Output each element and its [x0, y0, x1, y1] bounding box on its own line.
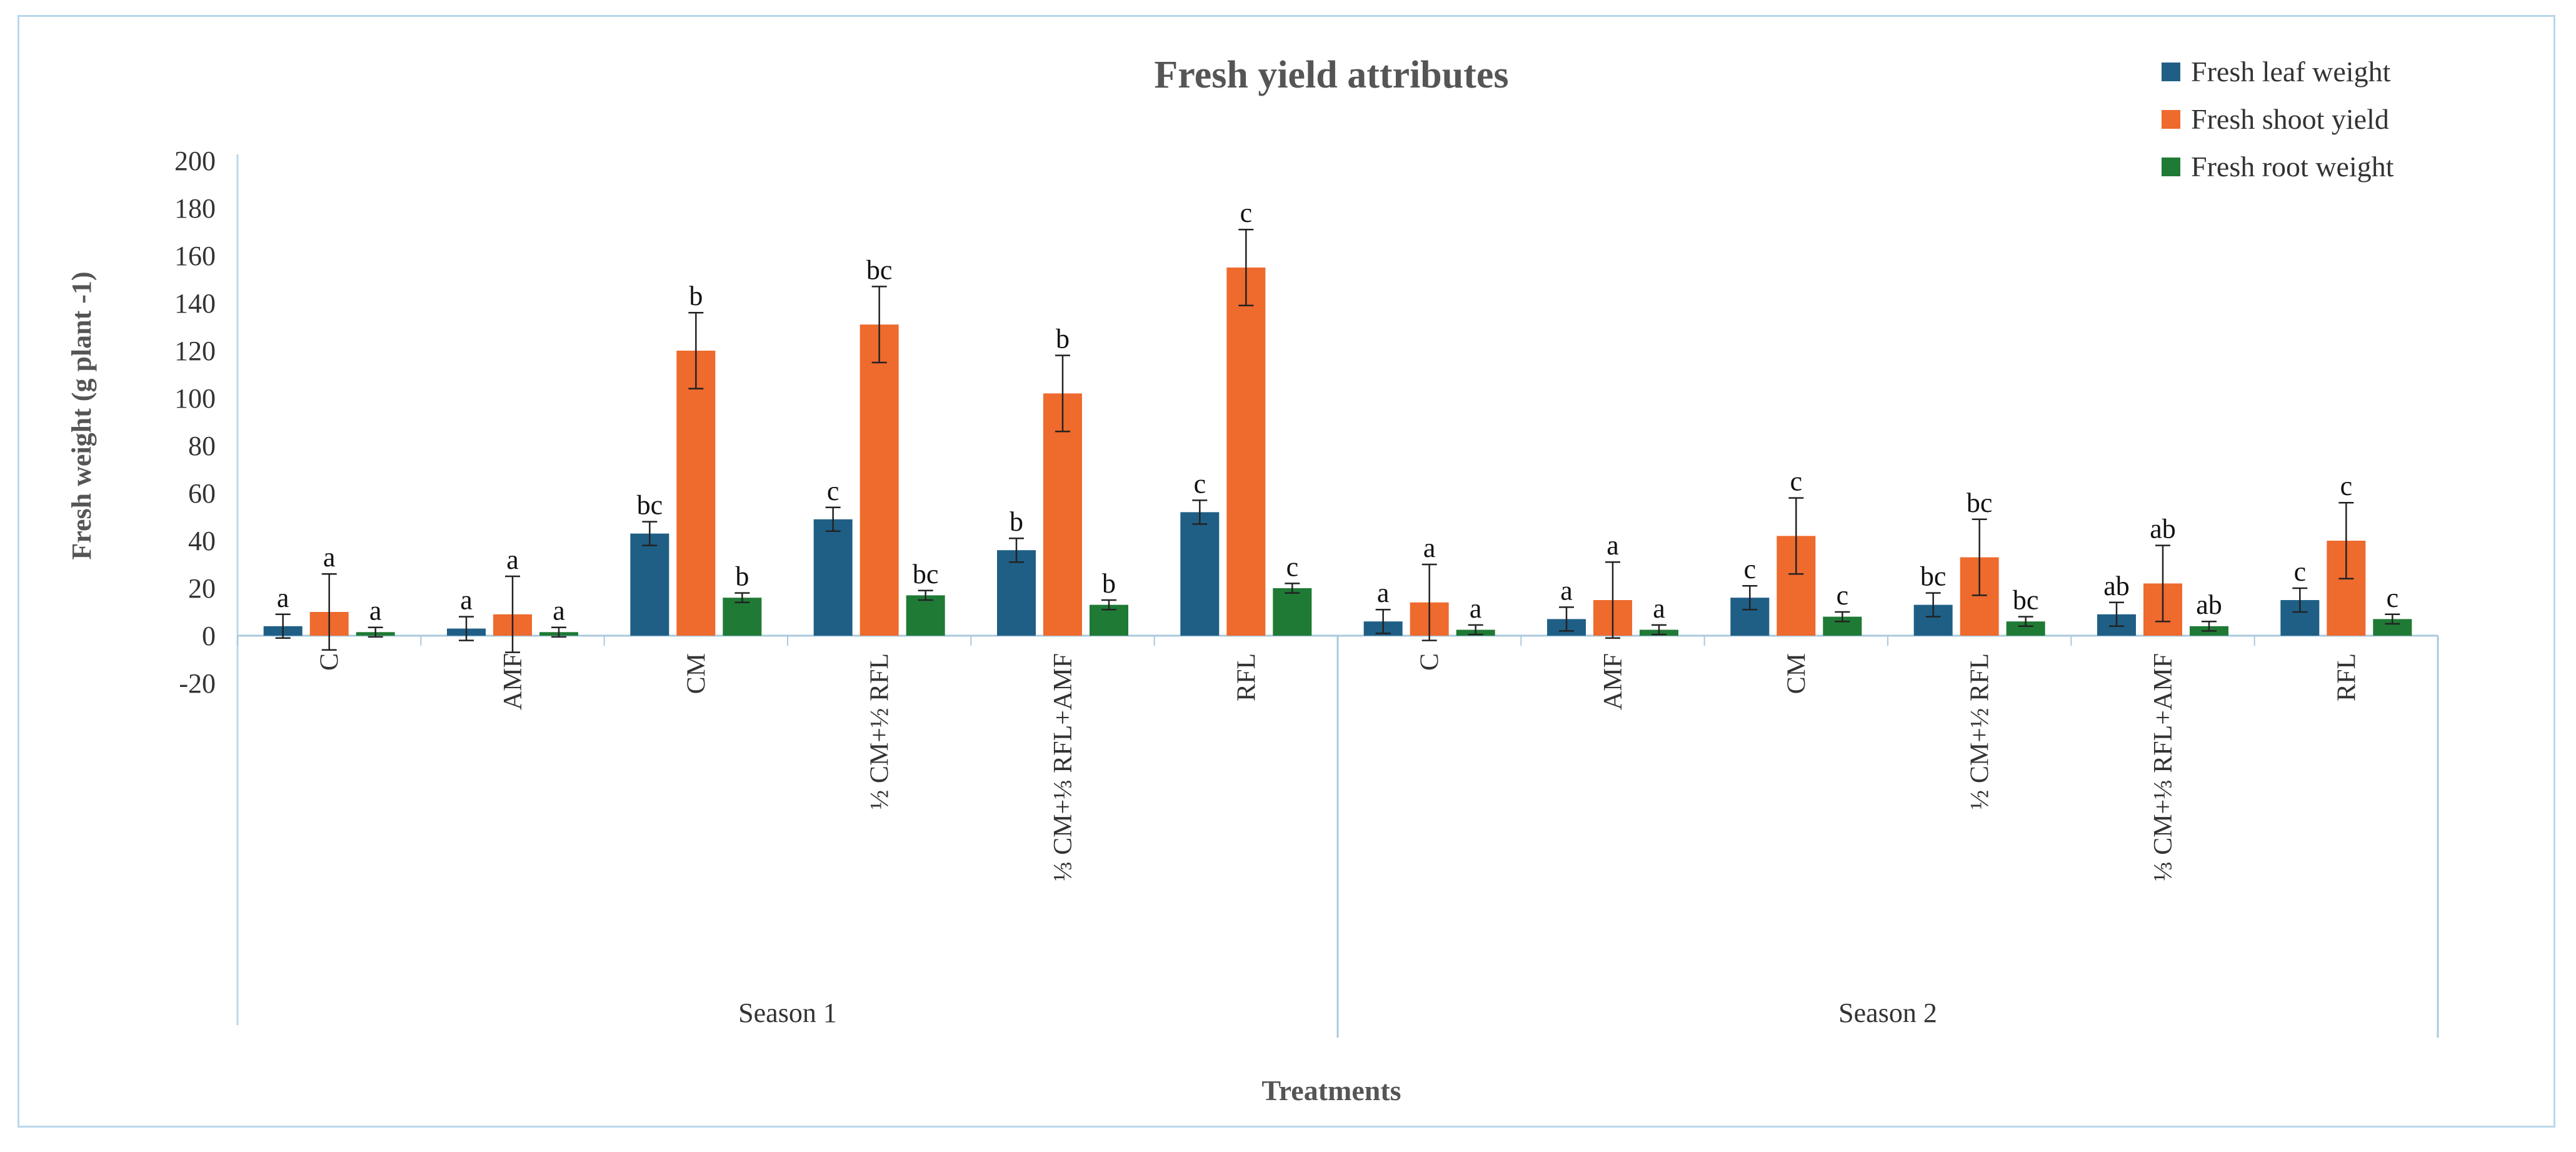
significance-letter: a — [1653, 593, 1665, 624]
x-axis-title: Treatments — [1261, 1074, 1401, 1106]
y-tick-label: 200 — [174, 146, 216, 176]
significance-letter: a — [1606, 530, 1619, 561]
bar — [860, 324, 899, 636]
chart-frame — [18, 15, 2555, 1128]
category-label: C — [316, 653, 344, 671]
y-tick-label: 60 — [188, 478, 216, 509]
x-category-labels: Season 1 C AMF CM ½ CM+½ RFL ⅓ CM+⅓ RFL+AMF RF… — [316, 653, 2362, 1028]
significance-letter: a — [1560, 575, 1573, 606]
legend: Fresh leaf weight Fresh shoot yield Fresh … — [2162, 56, 2394, 183]
axes: -20 0 20 40 60 80 100 120 140 160 180 200 — [174, 146, 2439, 1038]
bar — [813, 519, 853, 636]
bar — [906, 595, 945, 636]
significance-letter: bc — [2013, 585, 2039, 616]
significance-letter: c — [1837, 580, 1849, 611]
category-label: RFL — [2332, 653, 2361, 701]
y-tick-label: 120 — [174, 336, 216, 366]
significance-letter: ab — [2103, 571, 2130, 601]
bar — [1226, 268, 1266, 636]
bar — [723, 598, 762, 636]
y-axis-title: Fresh weight (g plant -1) — [66, 271, 97, 559]
category-label: CM — [682, 653, 711, 694]
significance-letter: b — [1056, 324, 1070, 354]
significance-letter: a — [553, 596, 565, 626]
significance-letter: bc — [637, 490, 663, 521]
significance-letter: bc — [1967, 488, 1993, 518]
significance-letter: c — [2294, 556, 2307, 587]
significance-letter: c — [2340, 471, 2353, 501]
category-label: CM — [1782, 653, 1811, 694]
y-tick-label: 20 — [188, 573, 216, 604]
legend-label: Fresh leaf weight — [2191, 56, 2391, 88]
category-label: C — [1416, 653, 1445, 671]
bar — [1180, 512, 1220, 636]
significance-letter: a — [369, 596, 382, 626]
significance-letter: a — [323, 542, 336, 573]
y-tick-label: 80 — [188, 431, 216, 461]
legend-swatch — [2162, 158, 2180, 176]
significance-letter: a — [506, 544, 519, 575]
legend-label: Fresh shoot yield — [2191, 103, 2389, 135]
significance-letter: c — [1240, 198, 1253, 228]
y-tick-label: 40 — [188, 526, 216, 556]
category-label: ⅓ CM+⅓ RFL+AMF — [1049, 653, 1078, 881]
significance-letter: c — [2387, 583, 2399, 613]
y-tick-label: 140 — [174, 288, 216, 319]
significance-letter: b — [689, 281, 703, 311]
significance-letter: b — [735, 561, 749, 592]
significance-letter: a — [1377, 578, 1390, 608]
significance-letter: c — [827, 476, 839, 506]
chart-title: Fresh yield attributes — [1154, 54, 1508, 96]
significance-letter: b — [1102, 568, 1116, 599]
significance-letter: bc — [1920, 561, 1947, 592]
significance-letter: a — [277, 583, 289, 613]
significance-letter: bc — [913, 559, 939, 589]
significance-letter: c — [1194, 468, 1206, 499]
group-label: Season 1 — [738, 998, 837, 1028]
bar — [676, 351, 716, 636]
significance-letter: a — [1470, 593, 1482, 624]
bar — [1273, 588, 1312, 636]
significance-letter: c — [1790, 466, 1803, 497]
significance-letter: b — [1010, 506, 1023, 537]
bar — [2006, 621, 2045, 636]
significance-letter: c — [1744, 554, 1757, 584]
y-axis-title-group: Fresh weight (g plant -1) — [66, 271, 97, 559]
y-tick-label: 180 — [174, 193, 216, 224]
significance-letter: bc — [866, 254, 893, 285]
legend-swatch — [2162, 110, 2180, 129]
bar — [1043, 393, 1082, 636]
significance-letter: ab — [2150, 514, 2176, 544]
y-tick-label: 100 — [174, 383, 216, 414]
significance-letter: ab — [2196, 589, 2222, 620]
significance-letter: a — [1423, 533, 1436, 563]
y-tick-label: 0 — [202, 621, 216, 651]
legend-label: Fresh root weight — [2191, 151, 2394, 183]
group-label: Season 2 — [1838, 998, 1937, 1028]
category-label: ⅓ CM+⅓ RFL+AMF — [2149, 653, 2178, 881]
significance-letter: c — [1286, 551, 1299, 582]
category-label: RFL — [1232, 653, 1261, 701]
bar — [630, 533, 669, 636]
bar — [997, 550, 1036, 636]
y-tick-label: 160 — [174, 241, 216, 271]
y-tick-label: -20 — [179, 668, 216, 699]
category-label: ½ CM+½ RFL — [1966, 653, 1995, 809]
category-label: AMF — [1599, 653, 1628, 710]
category-label: AMF — [499, 653, 528, 710]
legend-swatch — [2162, 63, 2180, 81]
category-label: ½ CM+½ RFL — [866, 653, 895, 809]
significance-letter: a — [460, 585, 473, 616]
